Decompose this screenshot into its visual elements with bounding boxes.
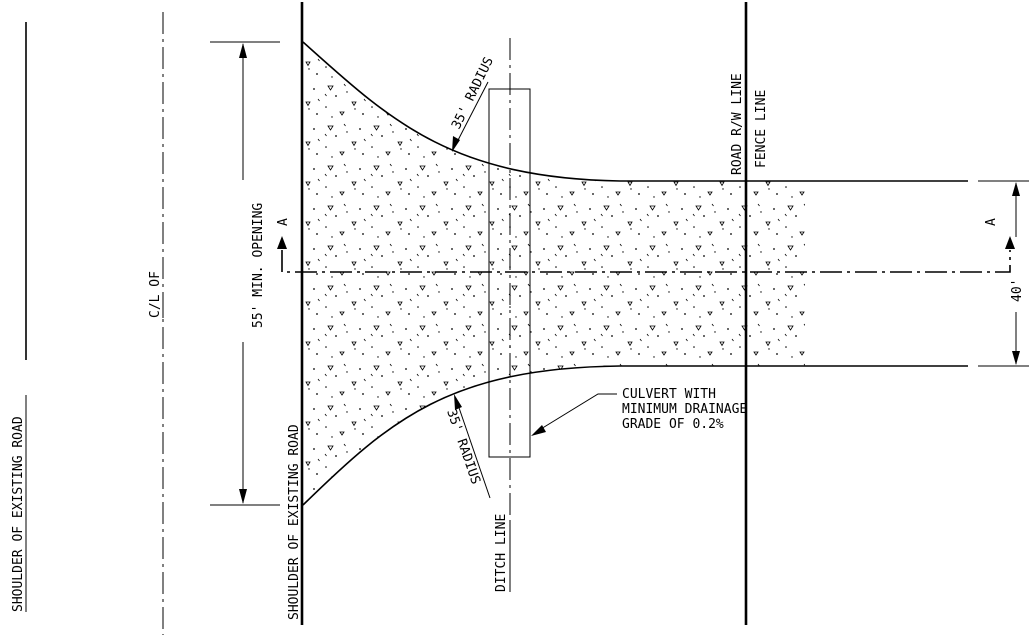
radius-bottom-leader <box>455 398 491 499</box>
culvert <box>488 88 531 458</box>
ditch-line-label: DITCH LINE <box>494 514 509 592</box>
opening-arrow-bottom <box>239 489 247 504</box>
section-arrow-left <box>277 236 287 249</box>
section-label-right: A <box>984 218 999 226</box>
bottom-radius-edge <box>302 365 621 506</box>
section-line-a-a <box>281 250 1011 273</box>
culvert-note-arrow <box>531 425 546 436</box>
culvert-note-line-2: MINIMUM DRAINAGE <box>622 402 747 417</box>
section-arrow-right <box>1005 236 1015 249</box>
radius-bottom-arrow <box>454 394 462 410</box>
culvert-note-line-1: CULVERT WITH <box>622 387 716 402</box>
far-shoulder-label: SHOULDER OF EXISTING ROAD <box>11 416 26 612</box>
road-rw-line-label: ROAD R/W LINE <box>730 73 745 175</box>
fence-line-label: FENCE LINE <box>754 90 769 168</box>
radius-top-label: 35' RADIUS <box>449 55 497 132</box>
width-40-label: 40' <box>1010 279 1025 302</box>
radius-top-leader <box>454 81 489 147</box>
min-opening-label: 55' MIN. OPENING <box>251 203 266 328</box>
paved-apron-fill <box>303 42 805 505</box>
width-arrow-top <box>1012 182 1020 196</box>
near-shoulder-label: SHOULDER OF EXISTING ROAD <box>287 424 302 620</box>
culvert-note-line-3: GRADE OF 0.2% <box>622 417 724 432</box>
radius-top-arrow <box>452 136 460 152</box>
culvert-note-leader <box>535 393 617 433</box>
top-radius-edge <box>302 41 621 182</box>
opening-arrow-top <box>239 43 247 58</box>
centerline-label: C/L OF <box>148 271 163 318</box>
width-arrow-bottom <box>1012 351 1020 365</box>
section-label-left: A <box>276 218 291 226</box>
